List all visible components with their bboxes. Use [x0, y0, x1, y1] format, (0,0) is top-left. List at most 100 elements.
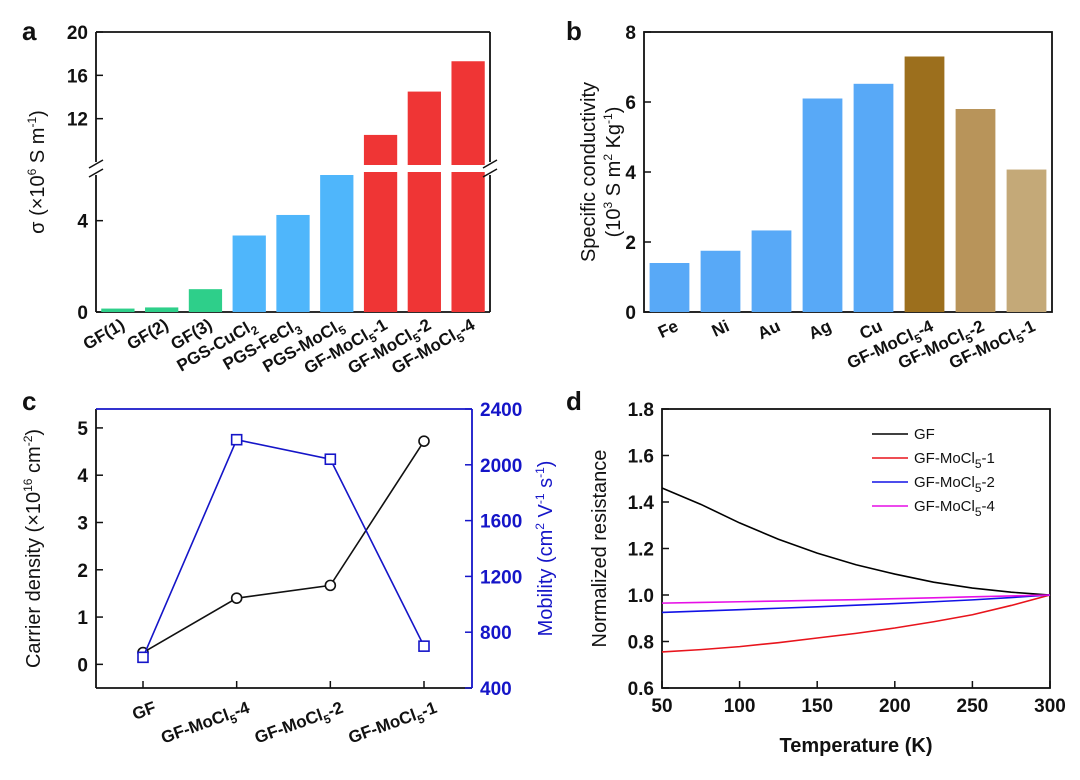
right-y-tick-label: 1200	[480, 567, 522, 588]
x-category-label: Ni	[709, 316, 732, 340]
right-y-tick-label: 800	[480, 623, 512, 644]
bar	[276, 214, 310, 312]
y-tick-label: 1.8	[628, 400, 654, 421]
series-line	[661, 594, 1051, 604]
bar	[407, 91, 441, 312]
bar	[802, 98, 843, 312]
bar	[101, 308, 135, 312]
y-tick-label: 8	[625, 23, 636, 44]
left-y-tick-label: 5	[77, 419, 88, 440]
bar	[320, 175, 354, 312]
y-tick-label: 1.0	[628, 586, 654, 607]
x-category-label: GF	[130, 698, 159, 724]
right-y-tick-label: 2000	[480, 456, 522, 477]
bar	[751, 230, 792, 312]
series-line-left	[142, 440, 425, 654]
x-category-label: GF-MoCl5-1	[346, 698, 441, 751]
x-tick-label: 250	[957, 696, 989, 717]
x-tick-label: 150	[801, 696, 833, 717]
legend-label: GF-MoCl5-2	[914, 474, 995, 495]
right-y-axis-title: Mobility (cm2 V-1 s-1)	[533, 461, 557, 637]
legend-label: GF	[914, 426, 935, 443]
carrier-density-point	[324, 579, 337, 592]
bar	[145, 307, 179, 312]
x-tick-label: 100	[724, 696, 756, 717]
left-y-tick-label: 3	[77, 513, 88, 534]
x-category-label: GF-MoCl5-2	[252, 698, 347, 751]
carrier-density-point	[418, 435, 430, 447]
series-line-right	[142, 438, 425, 658]
axis-break-mark	[88, 159, 104, 169]
carrier-density-point	[230, 592, 243, 604]
bar	[853, 83, 894, 312]
panel-c-letter: c	[22, 386, 36, 416]
y-tick-label: 12	[67, 110, 88, 131]
bar	[1006, 169, 1047, 312]
x-category-label: GF(2)	[124, 315, 172, 354]
axis-break-gap	[92, 165, 494, 172]
series-line	[661, 594, 1051, 614]
x-tick-label: 50	[651, 696, 672, 717]
axis-break-mark	[482, 159, 498, 169]
series-line	[661, 594, 1051, 653]
x-category-label: GF-MoCl5-4	[158, 698, 253, 751]
x-tick-label: 200	[879, 696, 911, 717]
y-tick-label: 0.8	[628, 633, 654, 654]
y-axis-title: σ (×106 S m-1)	[25, 110, 49, 234]
panel-a-letter: a	[22, 16, 37, 46]
bar	[363, 134, 398, 312]
y-axis-title: Normalized resistance	[589, 450, 611, 648]
panel-d-letter: d	[566, 386, 582, 416]
x-axis-title: Temperature (K)	[780, 735, 933, 757]
mobility-point	[418, 640, 430, 652]
x-category-label: Au	[755, 316, 784, 343]
y-tick-label: 4	[77, 212, 88, 233]
bar	[232, 235, 266, 312]
bar	[700, 250, 741, 312]
bar	[451, 61, 485, 312]
x-category-label: Fe	[655, 316, 681, 342]
y-axis-title-line1: Specific conductivity	[578, 82, 600, 262]
left-y-tick-label: 1	[77, 608, 88, 629]
axis-break-mark	[482, 168, 498, 178]
y-tick-label: 4	[625, 163, 636, 184]
legend-label: GF-MoCl5-4	[914, 498, 995, 519]
right-y-tick-label: 400	[480, 679, 512, 700]
left-y-tick-label: 2	[77, 561, 88, 582]
y-tick-label: 6	[625, 93, 636, 114]
y-tick-label: 1.4	[628, 493, 655, 514]
axis-break-mark	[88, 168, 104, 178]
y-axis-title-line2: (103 S m2 Kg-1)	[601, 107, 625, 238]
legend-label: GF-MoCl5-1	[914, 450, 995, 471]
x-category-label: GF-MoCl5-1	[946, 316, 1040, 376]
mobility-point	[324, 453, 337, 466]
left-y-axis-title: Carrier density (×1016 cm-2)	[21, 429, 45, 668]
series-line	[661, 487, 1051, 596]
bar	[188, 289, 223, 312]
panel-d-resistance-chart: d 0.6 0.8 1.0 1.2 1.4 1.6 1.8 50 100 150 200 250 300…	[566, 386, 1066, 757]
right-y-tick-label: 1600	[480, 512, 522, 533]
panel-a-sigma-chart: a 04121620GF(1)GF(2)GF(3)PGS-CuCl2PGS-Fe…	[22, 16, 498, 378]
left-y-tick-label: 0	[77, 655, 88, 676]
bar	[649, 263, 690, 312]
y-tick-label: 2	[625, 233, 636, 254]
y-tick-label: 0.6	[628, 679, 654, 700]
right-y-tick-label: 2400	[480, 400, 522, 421]
x-category-label: Ag	[806, 316, 835, 343]
y-tick-label: 20	[67, 23, 88, 44]
x-tick-label: 300	[1034, 696, 1066, 717]
panel-b-letter: b	[566, 16, 582, 46]
bar	[955, 109, 996, 312]
mobility-point	[230, 433, 243, 446]
y-tick-label: 1.2	[628, 540, 654, 561]
y-tick-label: 0	[625, 303, 636, 324]
mobility-point	[137, 651, 149, 664]
bar	[904, 56, 945, 312]
y-tick-label: 1.6	[628, 447, 654, 468]
left-y-tick-label: 4	[77, 466, 88, 487]
y-tick-label: 16	[67, 66, 88, 87]
y-tick-label: 0	[77, 303, 88, 324]
